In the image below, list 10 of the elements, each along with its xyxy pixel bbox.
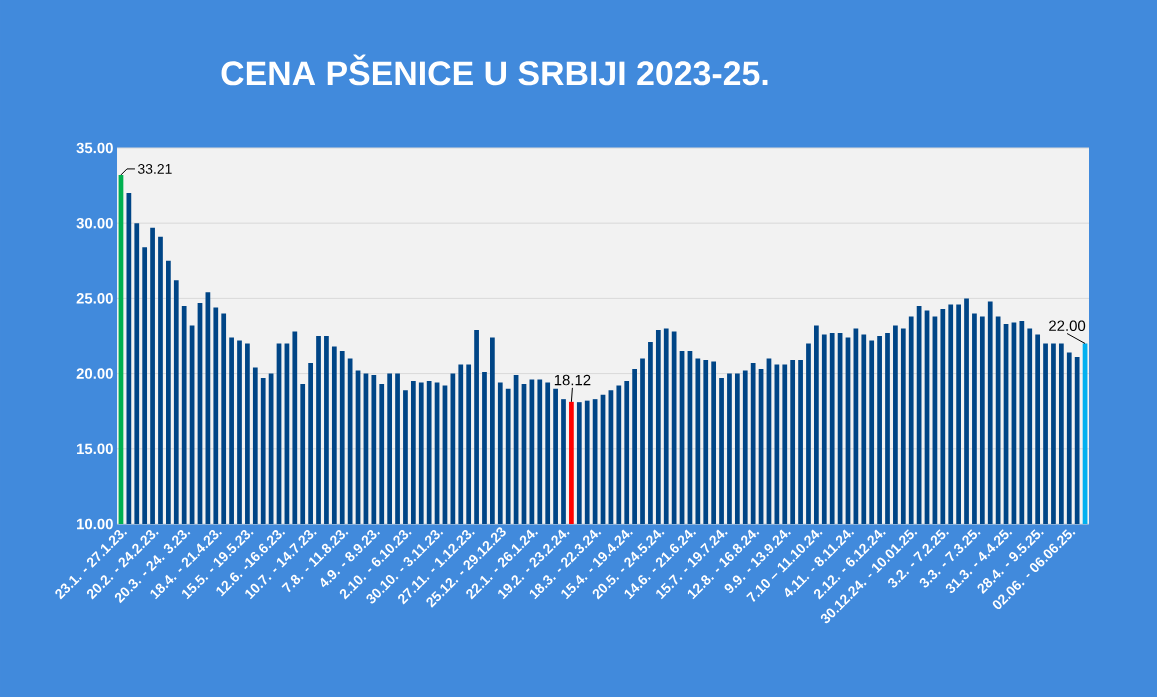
- y-tick-label: 20.00: [76, 368, 113, 379]
- y-tick-label: 25.00: [76, 293, 113, 304]
- data-label: 22.00: [1049, 320, 1086, 332]
- data-label: 33.21: [137, 163, 172, 174]
- y-tick-label: 10.00: [77, 518, 113, 530]
- chart-title: CENA PŠENICE U SRBIJI 2023-25.: [221, 54, 768, 86]
- y-tick-label: 15.00: [77, 443, 113, 455]
- y-tick-label: 35.00: [76, 142, 113, 154]
- data-label: 18.12: [554, 374, 591, 386]
- y-tick-label: 30.00: [76, 217, 113, 229]
